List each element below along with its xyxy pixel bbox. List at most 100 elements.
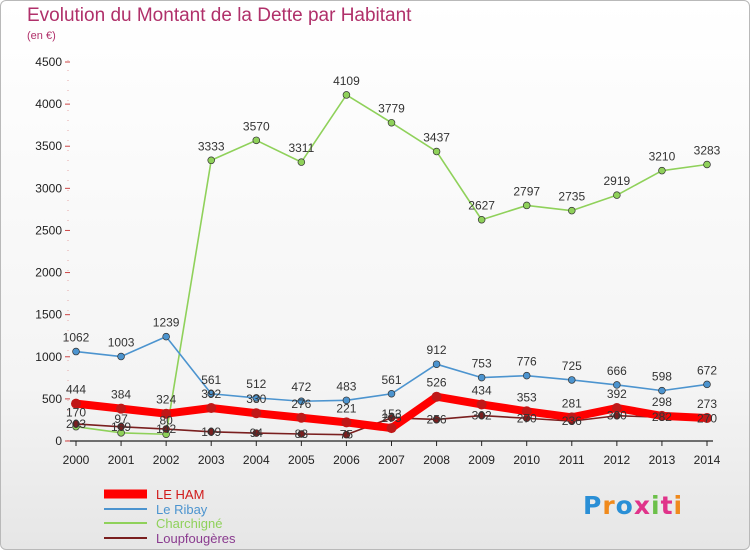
- data-label: 273: [697, 397, 717, 411]
- x-tick-label: 2005: [288, 453, 315, 467]
- data-point: [477, 373, 486, 382]
- data-label: 221: [336, 401, 356, 415]
- data-point: [568, 206, 576, 215]
- data-label: 672: [697, 363, 717, 377]
- data-label: 94: [250, 426, 264, 440]
- data-point: [476, 399, 487, 410]
- y-tick-label: 1000: [35, 350, 62, 364]
- data-point: [432, 360, 441, 368]
- data-point: [432, 415, 441, 424]
- logo-letter: x: [633, 491, 651, 520]
- data-point: [252, 429, 261, 437]
- data-point: [162, 332, 170, 341]
- data-point: [613, 381, 621, 389]
- data-label: 776: [517, 355, 537, 369]
- logo-letter: r: [602, 491, 616, 520]
- data-label: 2627: [468, 199, 495, 213]
- data-label: 2797: [513, 184, 540, 198]
- data-point: [341, 417, 352, 428]
- x-tick-label: 2002: [153, 453, 180, 467]
- chart-title: Evolution du Montant de la Dette par Hab…: [27, 5, 412, 26]
- x-tick-label: 2003: [198, 453, 225, 467]
- data-point: [161, 408, 172, 419]
- x-tick-label: 2007: [378, 453, 405, 467]
- data-label: 236: [562, 414, 582, 428]
- proxiti-logo: Proxiti: [583, 491, 683, 520]
- x-tick-label: 2010: [513, 453, 540, 467]
- data-label: 561: [381, 373, 401, 387]
- data-label: 512: [246, 377, 266, 391]
- data-label: 324: [156, 393, 176, 407]
- logo-letter: i: [651, 491, 661, 520]
- data-label: 2735: [558, 190, 585, 204]
- data-point: [703, 160, 711, 169]
- data-label: 3437: [423, 131, 450, 145]
- data-label: 281: [562, 396, 582, 410]
- data-point: [656, 410, 667, 421]
- data-point: [72, 347, 80, 356]
- x-tick-label: 2013: [649, 453, 676, 467]
- data-label: 298: [652, 395, 672, 409]
- data-point: [342, 430, 351, 439]
- x-tick-label: 2011: [559, 453, 585, 467]
- data-point: [117, 423, 125, 431]
- legend-entry: Charchigné: [156, 516, 223, 531]
- x-tick-label: 2001: [108, 453, 135, 467]
- data-label: 256: [427, 412, 447, 426]
- data-point: [117, 352, 125, 361]
- x-tick-label: 2009: [468, 453, 495, 467]
- data-label: 1062: [63, 331, 90, 345]
- data-point: [387, 390, 396, 398]
- data-label: 169: [111, 420, 131, 434]
- y-tick-label: 3500: [35, 139, 62, 153]
- data-point: [477, 411, 486, 420]
- data-label: 300: [607, 409, 627, 423]
- logo-letter: P: [583, 491, 603, 520]
- data-label: 912: [427, 343, 447, 357]
- legend-entry: LE HAM: [156, 487, 204, 502]
- chart-unit: (en €): [27, 30, 56, 42]
- data-point: [387, 414, 396, 422]
- logo-letter: i: [673, 491, 684, 520]
- logo-letter: t: [660, 491, 674, 520]
- data-point: [432, 147, 441, 156]
- data-point: [342, 396, 351, 405]
- y-tick-label: 4000: [35, 97, 62, 111]
- data-label: 282: [652, 410, 672, 424]
- data-label: 83: [295, 427, 309, 441]
- data-label: 353: [517, 390, 537, 404]
- data-label: 3333: [198, 139, 225, 153]
- x-tick-label: 2004: [243, 453, 270, 467]
- data-label: 666: [607, 364, 627, 378]
- data-point: [207, 428, 215, 436]
- data-label: 2919: [604, 174, 631, 188]
- data-point: [297, 158, 306, 166]
- data-point: [206, 402, 217, 413]
- data-label: 384: [111, 388, 131, 402]
- data-point: [702, 413, 712, 424]
- data-point: [658, 166, 666, 175]
- data-label: 472: [291, 380, 311, 394]
- data-point: [207, 156, 215, 165]
- data-label: 434: [472, 383, 492, 397]
- data-point: [477, 215, 486, 224]
- data-point: [522, 201, 531, 210]
- data-label: 270: [697, 411, 717, 425]
- y-tick-label: 3000: [35, 181, 62, 195]
- data-label: 3779: [378, 102, 405, 116]
- data-label: 444: [66, 383, 86, 397]
- data-label: 276: [291, 397, 311, 411]
- data-label: 97: [114, 412, 128, 426]
- data-point: [252, 394, 261, 402]
- data-label: 561: [201, 373, 221, 387]
- data-label: 203: [66, 417, 86, 431]
- data-label: 483: [336, 379, 356, 393]
- data-label: 3570: [243, 119, 270, 133]
- data-point: [207, 390, 215, 398]
- data-point: [72, 420, 80, 428]
- x-tick-label: 2006: [333, 453, 360, 467]
- x-tick-label: 2014: [694, 453, 721, 467]
- y-tick-label: 4500: [35, 55, 62, 69]
- y-tick-label: 0: [55, 434, 62, 448]
